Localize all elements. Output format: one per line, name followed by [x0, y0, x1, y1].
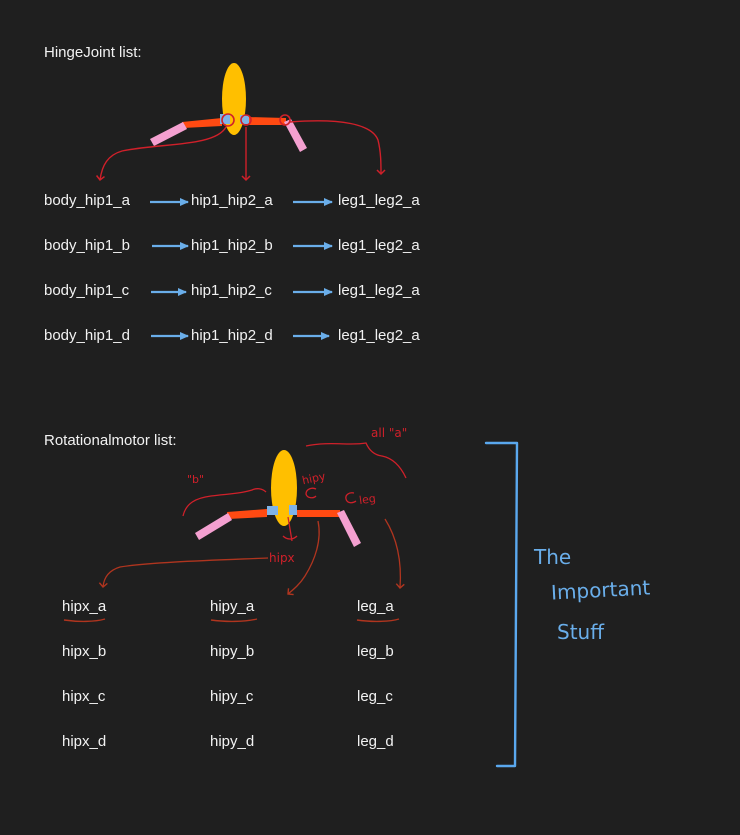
joint-body-hip1: [220, 114, 230, 124]
annotation-all-a: all "a": [371, 426, 408, 440]
joint-hipx: [267, 506, 278, 515]
motor-name: leg_a: [357, 598, 394, 615]
motor-arrow-hipy: [287, 520, 320, 596]
rotation-leg-icon: [345, 492, 357, 504]
hinge-name: leg1_leg2_a: [338, 327, 420, 344]
joint-circle-2: [240, 114, 252, 126]
motor-name: leg_c: [357, 688, 393, 705]
motor-arrow-leg: [384, 518, 405, 589]
motor-name: hipx_d: [62, 733, 107, 750]
annotation-b: "b": [187, 473, 205, 486]
hinge-chain-arrows: [150, 198, 333, 340]
underline-leg-a: [356, 618, 400, 623]
annotation-arrow-col3: [289, 120, 386, 176]
annotation-leg: leg: [358, 491, 377, 508]
robot-hip-right: [247, 117, 286, 125]
robot-leg-right: [337, 510, 361, 547]
underline-hipx-a: [63, 618, 106, 623]
hinge-name: body_hip1_d: [44, 327, 130, 344]
motor-name: hipx_b: [62, 643, 107, 660]
motor-name: hipy_d: [210, 733, 255, 750]
hinge-list-title: HingeJoint list:: [44, 44, 142, 61]
motor-arrow-hipx: [98, 557, 269, 588]
robot-hip-right: [297, 510, 340, 517]
robot-illustration-hinge: [95, 63, 386, 182]
joint-hipy: [289, 505, 297, 515]
motor-list-title: Rotationalmotor list:: [44, 432, 177, 449]
hinge-name: leg1_leg2_a: [338, 282, 420, 299]
side-note-line: The: [534, 545, 572, 569]
robot-illustration-motor: [63, 442, 407, 623]
motor-name: hipy_b: [210, 643, 255, 660]
hinge-name: body_hip1_b: [44, 237, 130, 254]
brace-b: [182, 488, 267, 517]
hinge-name: body_hip1_a: [44, 192, 130, 209]
side-note-line: Stuff: [557, 620, 604, 644]
hinge-name: leg1_leg2_a: [338, 192, 420, 209]
robot-leg-left: [150, 122, 187, 146]
important-bracket: [484, 441, 519, 768]
robot-leg-left: [195, 513, 232, 540]
brace-all-a: [305, 442, 407, 479]
joint-circle-1: [221, 113, 235, 127]
motor-name: hipx_a: [62, 598, 107, 615]
hipx-pointer: [282, 516, 298, 542]
joint-circle-3: [279, 114, 291, 126]
motor-name: hipy_a: [210, 598, 255, 615]
hinge-name: hip1_hip2_d: [191, 327, 273, 344]
motor-name: leg_d: [357, 733, 394, 750]
underline-hipy-a: [210, 618, 258, 623]
annotation-arrow-col1: [95, 126, 227, 182]
robot-hip-left: [182, 118, 222, 128]
hinge-name: hip1_hip2_c: [191, 282, 272, 299]
joint-hip1-hip2: [240, 115, 249, 124]
motor-name: hipx_c: [62, 688, 106, 705]
hinge-name: hip1_hip2_a: [191, 192, 273, 209]
motor-name: hipy_c: [210, 688, 254, 705]
robot-hip-left: [227, 509, 267, 519]
motor-name: leg_b: [357, 643, 394, 660]
hinge-name: body_hip1_c: [44, 282, 130, 299]
robot-leg-right: [284, 119, 307, 152]
rotation-hipy-icon: [305, 487, 317, 499]
hinge-name: hip1_hip2_b: [191, 237, 273, 254]
hinge-name: leg1_leg2_a: [338, 237, 420, 254]
annotation-hipx: hipx: [269, 551, 295, 565]
